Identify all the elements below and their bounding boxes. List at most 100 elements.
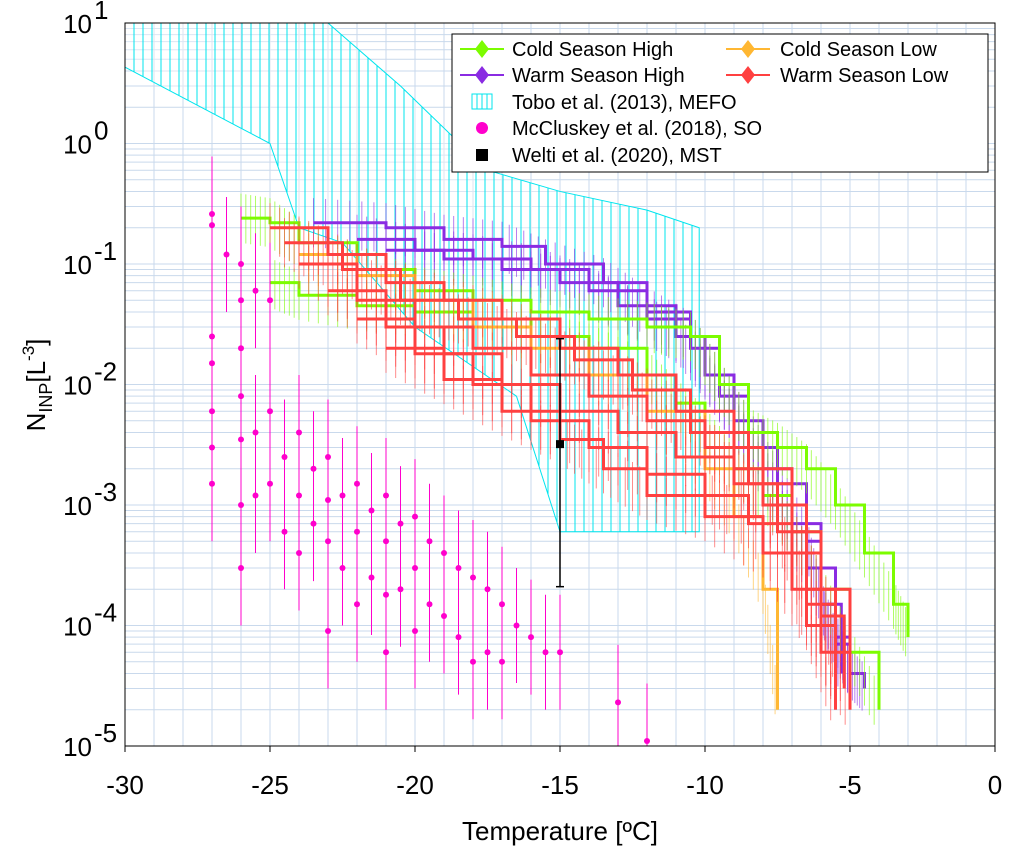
mccluskey-point bbox=[339, 565, 346, 572]
x-tick-label: -20 bbox=[396, 770, 434, 800]
y-tick-exponent: -3 bbox=[94, 477, 117, 507]
x-tick-labels: -30 -25 -20 -15 -10 -5 0 bbox=[106, 746, 1002, 800]
y-tick-exponent: -1 bbox=[94, 236, 117, 266]
y-tick-exponent: -2 bbox=[94, 357, 117, 387]
mccluskey-point bbox=[267, 408, 273, 415]
mccluskey-point bbox=[267, 297, 273, 304]
mccluskey-point bbox=[354, 528, 360, 535]
series-line bbox=[386, 346, 837, 710]
mccluskey-point bbox=[455, 634, 462, 641]
legend-item-tobo: Tobo et al. (2013), MEFO bbox=[471, 92, 737, 114]
series-line bbox=[299, 262, 837, 674]
mccluskey-point bbox=[325, 538, 331, 545]
mccluskey-point bbox=[281, 454, 288, 461]
x-tick-label: -15 bbox=[541, 770, 579, 800]
legend-marker-welti bbox=[476, 149, 488, 161]
mccluskey-point bbox=[528, 634, 534, 641]
mccluskey-point bbox=[223, 251, 230, 258]
x-tick-label: -25 bbox=[251, 770, 289, 800]
legend-label-mccluskey: McCluskey et al. (2018), SO bbox=[512, 118, 762, 140]
mccluskey-point bbox=[470, 658, 476, 665]
y-tick-label: 10 bbox=[63, 491, 92, 521]
mccluskey-point bbox=[470, 574, 476, 581]
legend-label-warm-low: Warm Season Low bbox=[780, 65, 949, 87]
y-tick-label: 10 bbox=[63, 732, 92, 762]
legend-label-welti: Welti et al. (2020), MST bbox=[512, 145, 722, 167]
mccluskey-point bbox=[310, 520, 317, 527]
x-tick-label: -10 bbox=[686, 770, 724, 800]
mccluskey-point bbox=[339, 492, 346, 499]
mccluskey-point bbox=[296, 549, 302, 556]
series-line bbox=[328, 289, 837, 689]
welti-point bbox=[556, 337, 564, 588]
mccluskey-points bbox=[209, 156, 650, 746]
legend-item-mccluskey: McCluskey et al. (2018), SO bbox=[476, 118, 762, 140]
mccluskey-point bbox=[426, 601, 433, 608]
x-tick-label: 0 bbox=[988, 770, 1002, 800]
mccluskey-point bbox=[209, 480, 215, 487]
mccluskey-point bbox=[484, 649, 491, 656]
tobo-outline bbox=[124, 22, 700, 533]
mccluskey-point bbox=[252, 287, 259, 294]
mccluskey-point bbox=[238, 297, 244, 304]
mccluskey-point bbox=[383, 649, 389, 656]
mccluskey-point bbox=[397, 586, 404, 593]
legend-marker-cold-high bbox=[475, 40, 489, 58]
y-axis-title: NINP[L-3] bbox=[19, 339, 56, 432]
mccluskey-point bbox=[615, 699, 621, 706]
y-tick-label: 10 bbox=[63, 612, 92, 642]
legend: Cold Season High Cold Season Low Warm Se… bbox=[451, 33, 989, 173]
mccluskey-point bbox=[325, 628, 331, 635]
legend-item-warm-season-high: Warm Season High bbox=[460, 65, 685, 87]
y-tick-label: 10 bbox=[63, 130, 92, 160]
x-tick-label: -5 bbox=[838, 770, 861, 800]
mccluskey-point bbox=[238, 565, 244, 572]
mccluskey-point bbox=[513, 622, 520, 629]
legend-marker-warm-low bbox=[741, 66, 755, 84]
mccluskey-point bbox=[252, 492, 259, 499]
y-tick-exponent: 1 bbox=[94, 0, 108, 25]
y-tick-exponent: -4 bbox=[94, 598, 117, 628]
mccluskey-point bbox=[238, 436, 244, 443]
mccluskey-point bbox=[296, 429, 302, 436]
legend-item-welti: Welti et al. (2020), MST bbox=[476, 145, 722, 167]
x-tick-label: -30 bbox=[106, 770, 144, 800]
y-tick-exponent: 0 bbox=[94, 116, 108, 146]
mccluskey-point bbox=[412, 628, 418, 635]
y-tick-label: 10 bbox=[63, 9, 92, 39]
mccluskey-point bbox=[238, 502, 244, 508]
mccluskey-point bbox=[557, 649, 563, 656]
mccluskey-point bbox=[252, 429, 259, 436]
mccluskey-point bbox=[397, 520, 404, 527]
x-axis-title: Temperature [ºC] bbox=[462, 816, 658, 846]
welti-marker bbox=[556, 440, 564, 449]
mccluskey-point bbox=[455, 565, 462, 572]
mccluskey-point bbox=[368, 574, 375, 581]
mccluskey-point bbox=[426, 538, 433, 545]
legend-label-cold-low: Cold Season Low bbox=[780, 39, 937, 61]
legend-marker-mccluskey bbox=[476, 122, 488, 134]
mccluskey-point bbox=[441, 612, 447, 619]
mccluskey-point bbox=[542, 649, 549, 656]
legend-item-cold-season-low: Cold Season Low bbox=[726, 39, 937, 61]
mccluskey-point bbox=[644, 738, 650, 745]
legend-marker-cold-low bbox=[741, 40, 755, 58]
mccluskey-point bbox=[281, 528, 288, 535]
mccluskey-point bbox=[441, 549, 447, 556]
mccluskey-point bbox=[484, 586, 491, 593]
mccluskey-point bbox=[267, 480, 273, 487]
legend-label-cold-high: Cold Season High bbox=[512, 39, 673, 61]
legend-label-warm-high: Warm Season High bbox=[512, 65, 685, 87]
legend-marker-warm-high bbox=[475, 66, 489, 84]
mccluskey-point bbox=[209, 222, 215, 229]
series-warm-season-low-11 bbox=[385, 323, 837, 721]
y-tick-label: 10 bbox=[63, 371, 92, 401]
legend-label-tobo: Tobo et al. (2013), MEFO bbox=[512, 92, 737, 114]
mccluskey-point bbox=[354, 601, 360, 608]
legend-box bbox=[451, 33, 989, 173]
y-tick-exponent: -5 bbox=[94, 718, 117, 748]
legend-item-cold-season-high: Cold Season High bbox=[460, 39, 673, 61]
y-tick-label: 10 bbox=[63, 250, 92, 280]
